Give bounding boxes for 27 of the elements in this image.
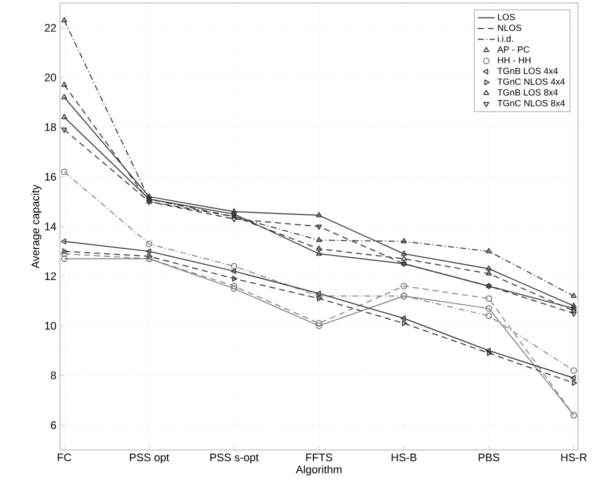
legend-label: HH - HH	[498, 57, 530, 64]
legend-label: NLOS	[498, 24, 522, 31]
legend-label: AP - PC	[497, 46, 530, 53]
y-axis-title: Average capacity	[31, 184, 42, 268]
legend-label: i.i.d.	[498, 35, 513, 42]
y-tick-label: 20	[44, 74, 56, 82]
x-tick-label: FFTS	[306, 454, 332, 462]
y-tick-label: 14	[45, 222, 56, 230]
y-tick-label: 10	[45, 322, 56, 330]
y-tick-label: 18	[45, 123, 56, 132]
y-tick-label: 8	[50, 372, 56, 380]
y-tick-label: 16	[45, 172, 56, 181]
y-tick-label: 22	[44, 24, 56, 32]
x-axis-title: Algorithm	[296, 465, 342, 476]
legend-label: TGnB LOS 8x4	[497, 89, 558, 96]
legend-label: TGnC NLOS 4x4	[497, 78, 565, 85]
y-tick-label: 6	[50, 421, 56, 430]
legend-label: TGnC NLOS 8x4	[497, 100, 565, 106]
x-tick-label: HS-R	[561, 454, 587, 462]
x-tick-label: PSS opt	[130, 454, 170, 464]
x-tick-label: PBS	[478, 454, 500, 462]
legend-label: TGnB LOS 4x4	[497, 68, 558, 74]
x-tick-label: HS-B	[392, 454, 416, 462]
legend-label: LOS	[498, 14, 515, 20]
x-tick-label: PSS s-opt	[210, 454, 259, 464]
y-tick-label: 12	[45, 272, 56, 280]
x-tick-label: FC	[58, 454, 72, 462]
